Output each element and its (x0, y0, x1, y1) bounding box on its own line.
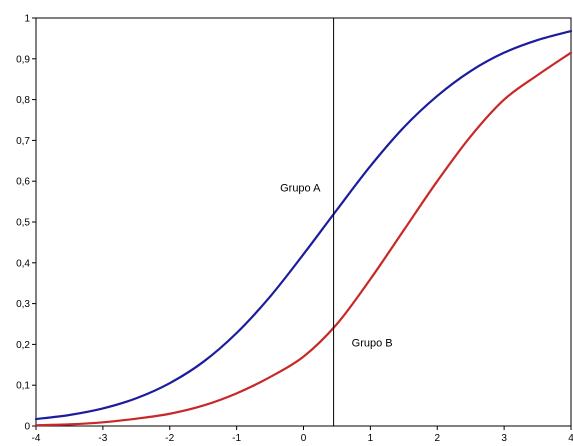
y-tick-label: 0,8 (16, 95, 30, 106)
x-tick-label: -1 (232, 433, 241, 444)
plot-frame (35, 17, 572, 427)
x-tick-label: -4 (32, 433, 41, 444)
y-tick-label: 0,2 (16, 340, 30, 351)
y-tick-label: 0,6 (16, 177, 30, 188)
y-tick-label: 0,3 (16, 299, 30, 310)
series-layer (34, 29, 573, 427)
x-tick-label: 3 (501, 433, 507, 444)
x-tick-label: 4 (568, 433, 573, 444)
y-tick-label: 0,7 (16, 136, 30, 147)
x-tick-label: -3 (98, 433, 107, 444)
y-axis: 0 0,1 0,2 0,3 0,4 0,5 0,6 0,7 0,8 0,9 1 (16, 14, 36, 433)
y-tick-label: 0,9 (16, 54, 30, 65)
series-line-2 (34, 51, 573, 427)
series-line-1 (34, 29, 573, 421)
y-tick-label: 0 (24, 422, 30, 433)
x-tick-label: 0 (301, 433, 307, 444)
y-tick-label: 0,5 (16, 218, 30, 229)
x-tick-label: 2 (434, 433, 440, 444)
annotation-label-2: Grupo B (352, 337, 393, 349)
x-axis: -4 -3 -2 -1 0 1 2 3 4 (32, 426, 573, 444)
annotation-label-1: Grupo A (280, 182, 321, 194)
annotation-layer: Grupo A Grupo B (280, 182, 393, 349)
y-tick-label: 0,1 (16, 381, 30, 392)
y-tick-label: 1 (24, 14, 30, 25)
x-tick-label: -2 (165, 433, 174, 444)
y-tick-label: 0,4 (16, 258, 30, 269)
x-tick-label: 1 (368, 433, 374, 444)
plot-area-border (35, 17, 572, 427)
